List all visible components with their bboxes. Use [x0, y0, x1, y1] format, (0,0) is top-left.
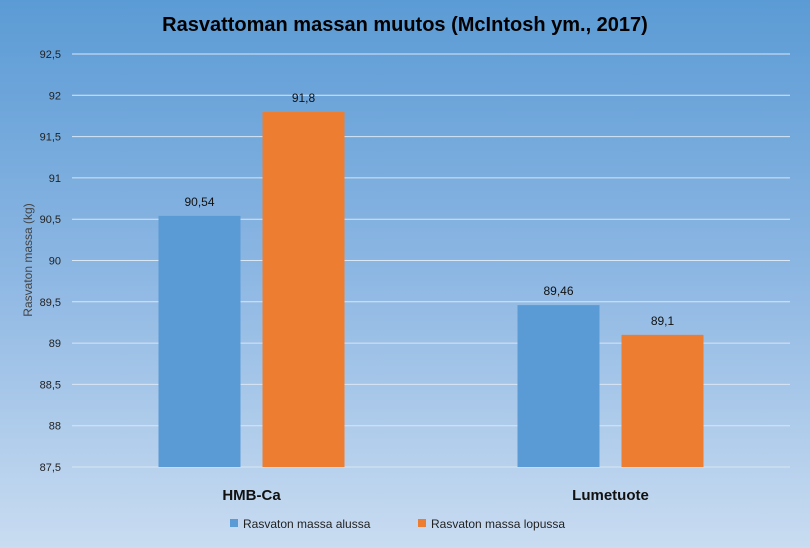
y-tick-label: 89 [49, 338, 61, 350]
y-tick-label: 92,5 [40, 49, 61, 61]
data-label: 91,8 [292, 91, 316, 105]
legend-entry: Rasvaton massa lopussa [431, 517, 565, 531]
y-tick-label: 92 [49, 90, 61, 102]
data-label: 89,46 [543, 284, 573, 298]
bar [621, 334, 704, 467]
legend: Rasvaton massa alussa Rasvaton massa lopu… [230, 517, 565, 531]
y-tick-label: 91,5 [40, 132, 61, 144]
y-tick-label: 90,5 [40, 214, 61, 226]
category-label: HMB-Ca [222, 487, 281, 504]
y-axis-ticks: 87,5 88 88,5 89 89,5 90 90,5 91 91,5 92 92,5 [40, 49, 61, 474]
y-tick-label: 88 [49, 421, 61, 433]
y-tick-label: 89,5 [40, 297, 61, 309]
bar [158, 215, 241, 467]
legend-swatch [230, 519, 238, 527]
y-tick-label: 91 [49, 173, 61, 185]
category-labels: HMB-Ca Lumetuote [222, 487, 649, 504]
y-tick-label: 88,5 [40, 379, 61, 391]
legend-entry: Rasvaton massa alussa [243, 517, 371, 531]
bar [517, 305, 600, 467]
data-label: 90,54 [184, 195, 214, 209]
data-label: 89,1 [651, 314, 675, 328]
category-label: Lumetuote [572, 487, 649, 504]
y-tick-label: 87,5 [40, 462, 61, 474]
y-tick-label: 90 [49, 256, 61, 268]
bar [262, 111, 345, 467]
bars [158, 111, 704, 467]
legend-swatch [418, 519, 426, 527]
chart-title: Rasvattoman massan muutos (McIntosh ym.,… [162, 14, 648, 36]
y-axis-label: Rasvaton massa (kg) [21, 203, 35, 316]
data-labels: 90,54 91,8 89,46 89,1 [184, 91, 674, 328]
